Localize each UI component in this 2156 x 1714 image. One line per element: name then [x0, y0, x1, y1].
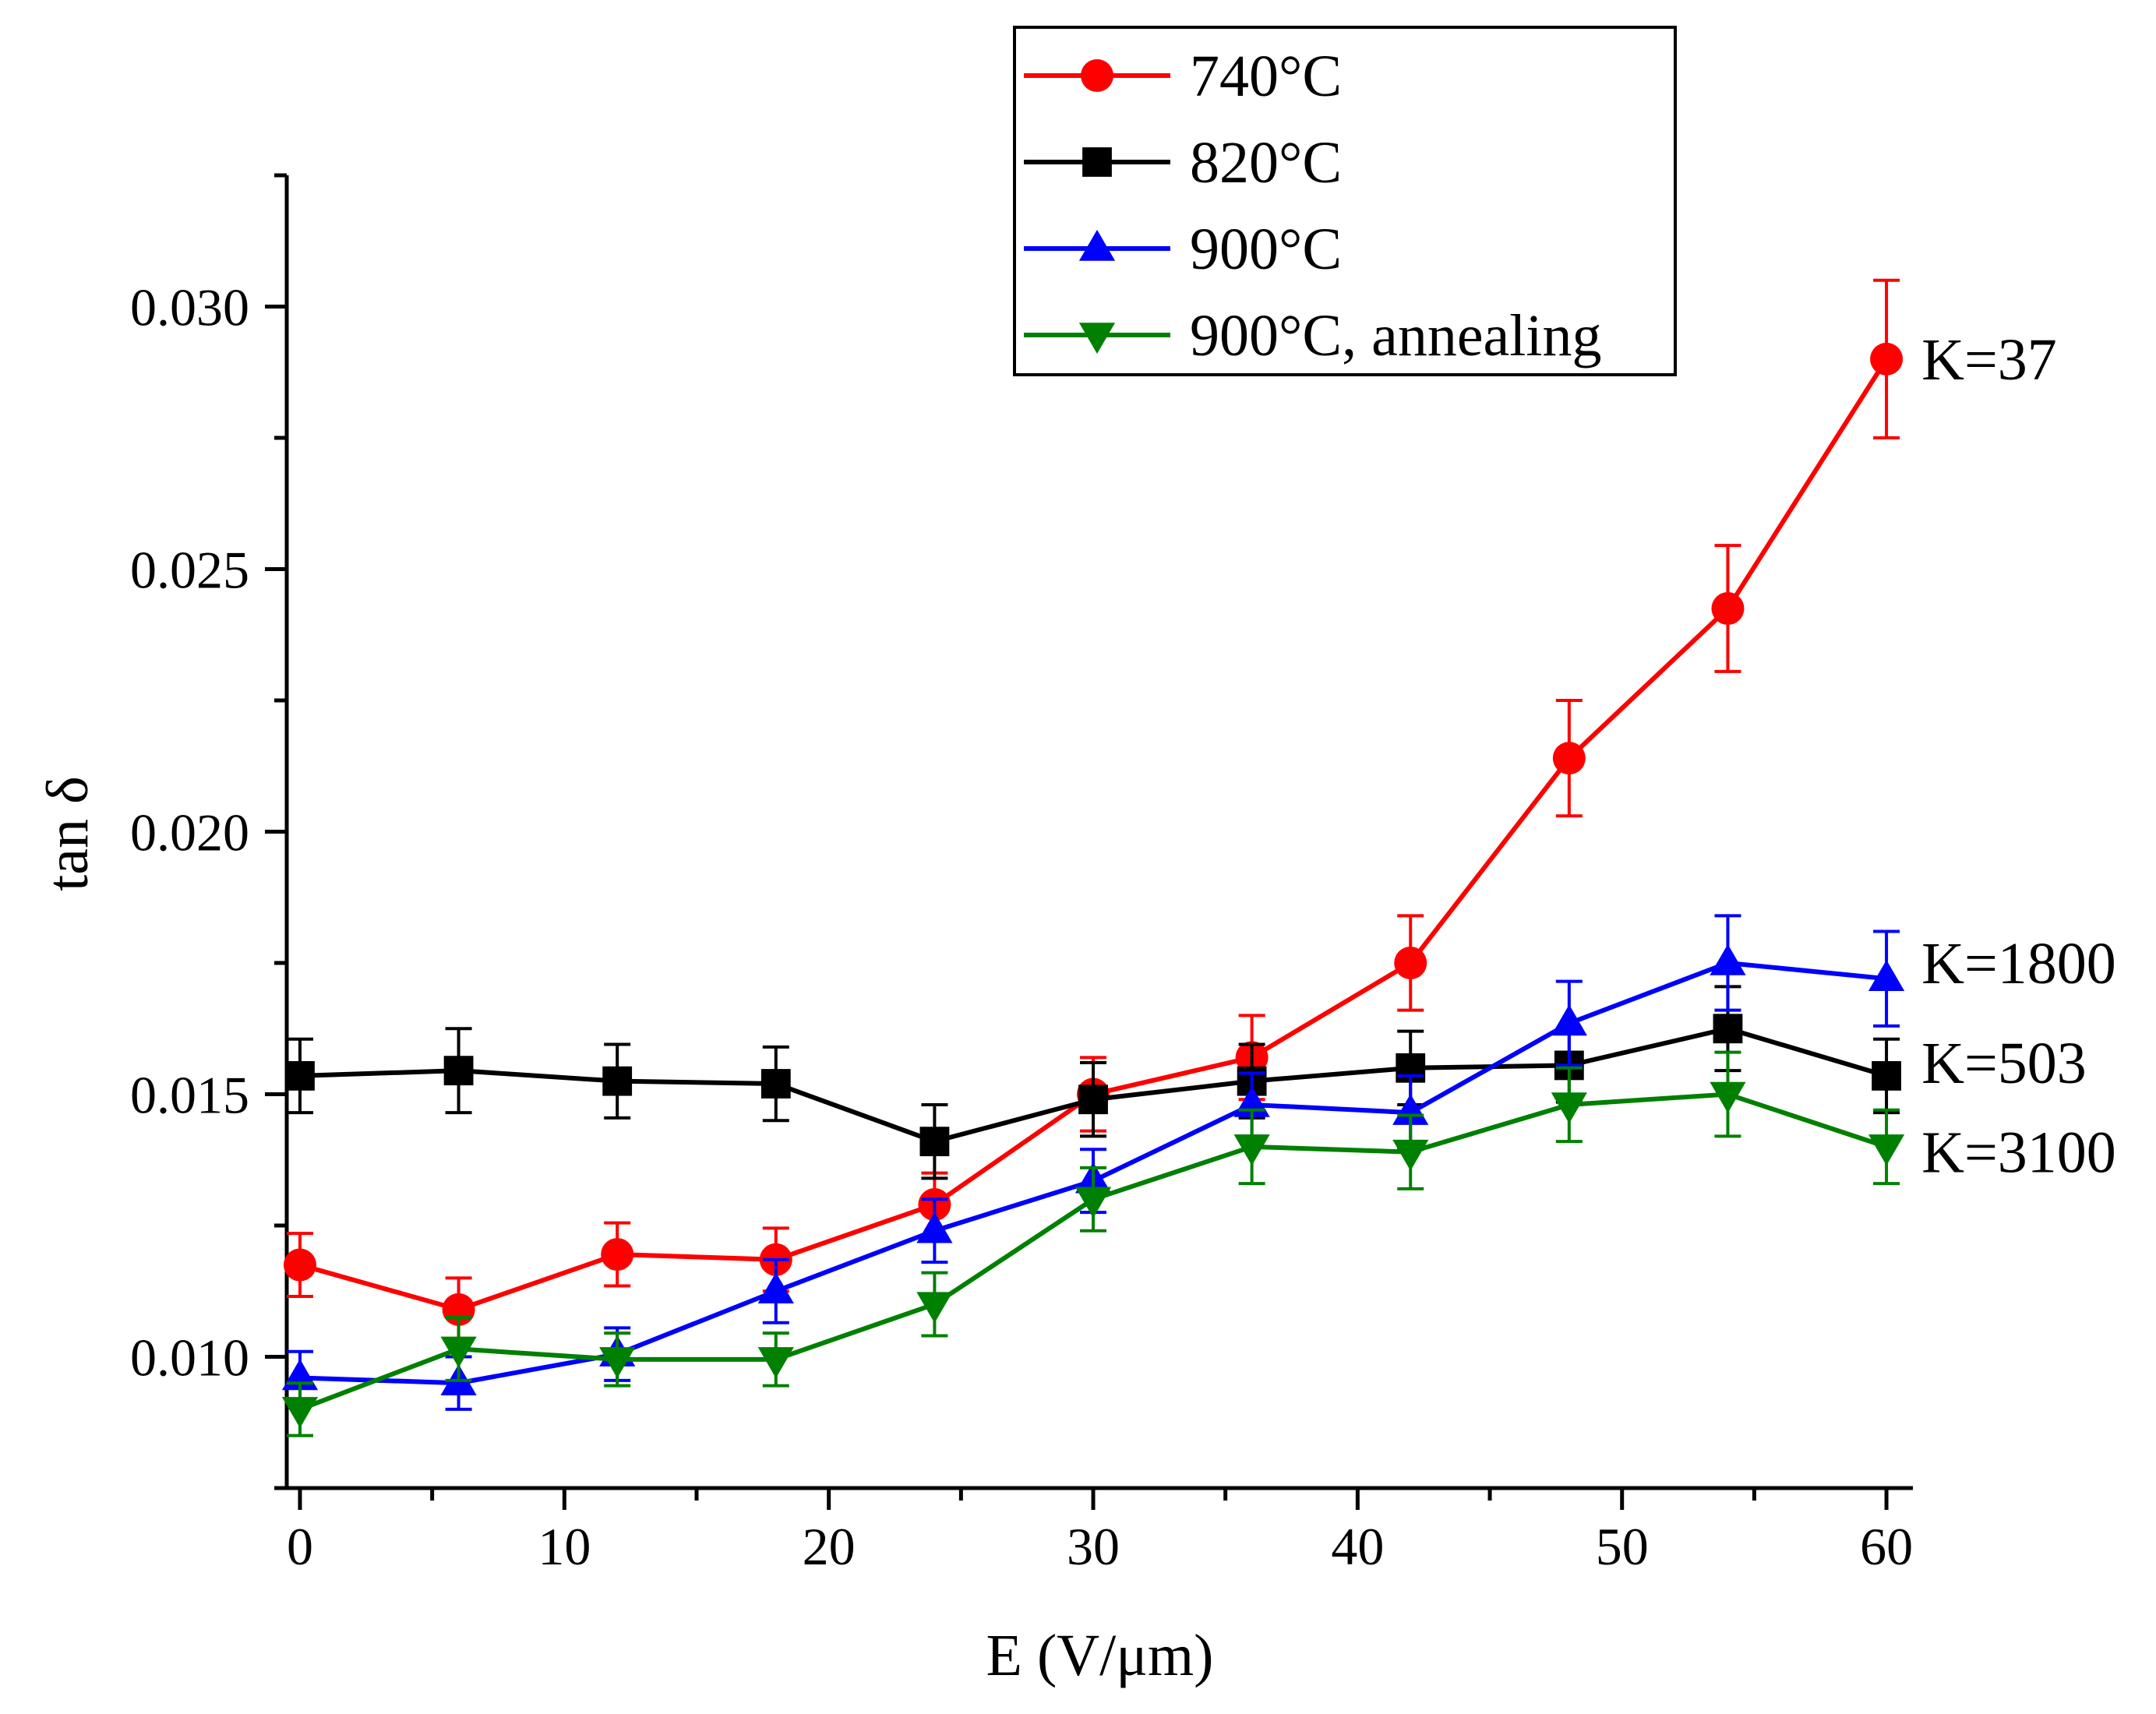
data-point [1870, 342, 1904, 376]
series-layer [281, 278, 1905, 1437]
x-tick-label: 40 [1331, 1517, 1384, 1576]
data-point [1392, 1139, 1429, 1171]
data-point [1868, 960, 1905, 991]
k-annotation: K=3100 [1921, 1120, 2116, 1186]
legend-swatch-marker [1081, 59, 1113, 92]
x-tick-label: 50 [1596, 1517, 1649, 1576]
data-point [757, 1272, 794, 1303]
k-annotation: K=1800 [1921, 931, 2116, 996]
legend-swatch-marker [1078, 229, 1116, 261]
data-point [1872, 1061, 1901, 1091]
x-tick-label: 60 [1860, 1517, 1913, 1576]
data-point [1551, 1092, 1587, 1124]
data-point [602, 1066, 633, 1096]
x-axis-title: E (V/μm) [986, 1623, 1214, 1688]
data-point [283, 1248, 316, 1282]
y-tick-label: 0.030 [130, 278, 249, 337]
legend-item: 900°C [1024, 217, 1342, 282]
legend-label: 740°C [1190, 44, 1342, 109]
k-annotation: K=503 [1921, 1031, 2087, 1096]
data-point [440, 1336, 477, 1368]
legend-item: 740°C [1024, 44, 1342, 109]
series-line [298, 1092, 1888, 1412]
data-point [1233, 1134, 1270, 1166]
data-point [1392, 1093, 1429, 1125]
x-tick-label: 20 [803, 1517, 856, 1576]
data-point [285, 1061, 315, 1091]
x-tick-label: 0 [287, 1517, 313, 1576]
legend-swatch-marker [1082, 147, 1112, 177]
data-point [1710, 943, 1746, 975]
data-point [599, 1347, 636, 1379]
legend-item: 820°C [1024, 130, 1342, 196]
y-tick-label: 0.020 [130, 803, 249, 862]
data-point [1868, 1134, 1905, 1166]
data-point [443, 1056, 474, 1086]
series-3 [281, 1050, 1905, 1437]
y-tick-label: 0.025 [130, 541, 249, 600]
data-point [1551, 1004, 1587, 1036]
data-point [916, 1211, 953, 1243]
series-2 [281, 914, 1905, 1411]
axes: 0 10 20 30 40 50 60 0.010 0.015 0.020 0.025 0.030 E … [35, 173, 1913, 1688]
data-point [1078, 1084, 1108, 1115]
data-point [281, 1397, 319, 1429]
data-point [1552, 742, 1586, 775]
data-point [1710, 1081, 1746, 1113]
legend-item: 900°C, annealing [1024, 303, 1602, 369]
data-point [1711, 592, 1745, 626]
y-tick-label: 0.010 [130, 1328, 249, 1388]
y-axis-title: tan δ [35, 776, 101, 891]
legend-swatch-marker [1078, 323, 1116, 354]
legend-label: 820°C [1190, 130, 1342, 196]
series-1 [285, 985, 1901, 1180]
data-point [1394, 947, 1427, 979]
data-point [916, 1292, 953, 1324]
data-point [1713, 1014, 1743, 1044]
data-point [757, 1347, 794, 1379]
y-tick-label: 0.015 [130, 1066, 249, 1125]
legend-label: 900°C [1190, 217, 1342, 282]
legend-box [1013, 26, 1677, 376]
x-tick-label: 10 [538, 1517, 591, 1576]
k-annotation: K=37 [1921, 327, 2057, 393]
data-point [760, 1069, 791, 1099]
data-point [919, 1127, 950, 1157]
legend-label: 900°C, annealing [1190, 303, 1602, 369]
x-tick-label: 30 [1067, 1517, 1120, 1576]
data-point [601, 1238, 634, 1271]
annotations: K=37 K=1800 K=503 K=3100 [1921, 327, 2116, 1186]
legend: 740°C 820°C 900°C 900°C, annealing [1013, 26, 1677, 376]
data-point [1074, 1187, 1112, 1218]
